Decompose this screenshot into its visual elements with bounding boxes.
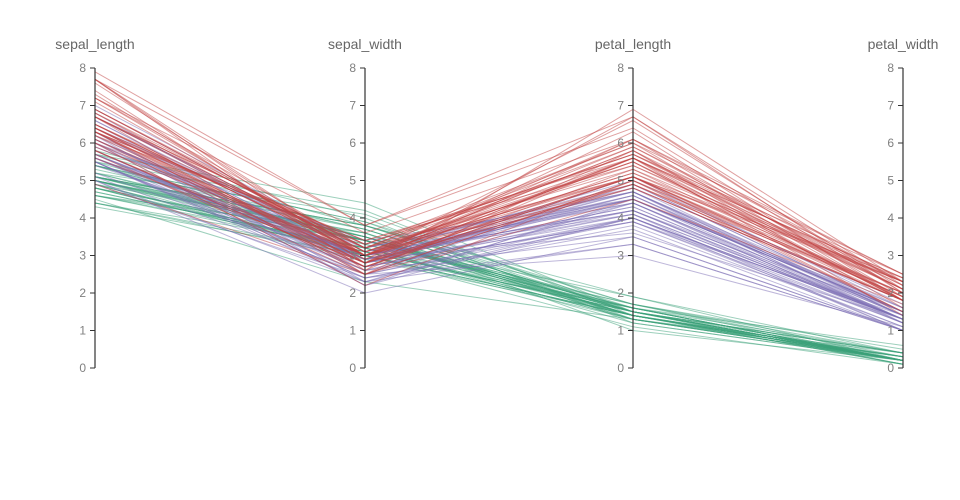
tick-label: 4 — [349, 211, 356, 225]
red-series-lines — [94, 71, 904, 316]
tick-label: 3 — [617, 249, 624, 263]
data-line — [94, 176, 904, 328]
data-line — [94, 78, 904, 286]
axis-petal-length: 0 1 2 3 4 5 6 7 8 — [617, 61, 634, 375]
data-line — [94, 97, 904, 275]
data-line — [94, 135, 904, 283]
tick-label: 5 — [79, 174, 86, 188]
data-line — [94, 123, 904, 294]
tick-label: 0 — [887, 361, 894, 375]
tick-label: 7 — [887, 99, 894, 113]
tick-label: 6 — [79, 136, 86, 150]
tick-label: 7 — [349, 99, 356, 113]
tick-label: 2 — [617, 286, 624, 300]
tick-label: 8 — [887, 61, 894, 75]
data-line — [94, 183, 904, 305]
axis-title-petal-width: petal_width — [867, 36, 939, 52]
tick-label: 7 — [617, 99, 624, 113]
tick-label: 1 — [79, 324, 86, 338]
tick-label: 5 — [887, 174, 894, 188]
tick-label: 3 — [349, 249, 356, 263]
tick-label: 3 — [79, 249, 86, 263]
tick-label: 4 — [79, 211, 86, 225]
tick-label: 4 — [617, 211, 624, 225]
tick-label: 0 — [79, 361, 86, 375]
data-line — [94, 116, 904, 279]
tick-label: 5 — [349, 174, 356, 188]
tick-label: 6 — [349, 136, 356, 150]
data-line — [94, 150, 904, 298]
data-line — [94, 180, 904, 331]
data-line — [94, 78, 904, 294]
axis-title-sepal-length: sepal_length — [55, 36, 135, 52]
tick-label: 1 — [887, 324, 894, 338]
tick-label: 8 — [617, 61, 624, 75]
tick-label: 8 — [79, 61, 86, 75]
data-line — [94, 112, 904, 283]
data-line — [94, 161, 904, 331]
tick-label: 6 — [887, 136, 894, 150]
data-line — [94, 161, 904, 320]
axis-title-sepal-width: sepal_width — [328, 36, 402, 52]
tick-label: 8 — [349, 61, 356, 75]
tick-label: 3 — [887, 249, 894, 263]
data-line — [94, 142, 904, 313]
axis-sepal-length: 0 1 2 3 4 5 6 7 8 — [79, 61, 96, 375]
tick-label: 4 — [887, 211, 894, 225]
data-line — [94, 146, 904, 301]
axis-petal-width: 0 1 2 3 4 5 6 7 8 — [887, 61, 904, 375]
tick-label: 2 — [79, 286, 86, 300]
tick-label: 0 — [617, 361, 624, 375]
tick-label: 5 — [617, 174, 624, 188]
tick-label: 6 — [617, 136, 624, 150]
tick-label: 2 — [349, 286, 356, 300]
tick-label: 2 — [887, 286, 894, 300]
tick-label: 7 — [79, 99, 86, 113]
data-line — [94, 127, 904, 286]
axis-title-petal-length: petal_length — [594, 36, 672, 52]
tick-label: 1 — [349, 324, 356, 338]
tick-label: 0 — [349, 361, 356, 375]
data-line — [94, 116, 904, 275]
tick-label: 1 — [617, 324, 624, 338]
axis-sepal-width: 0 1 2 3 4 5 6 7 8 — [349, 61, 366, 375]
